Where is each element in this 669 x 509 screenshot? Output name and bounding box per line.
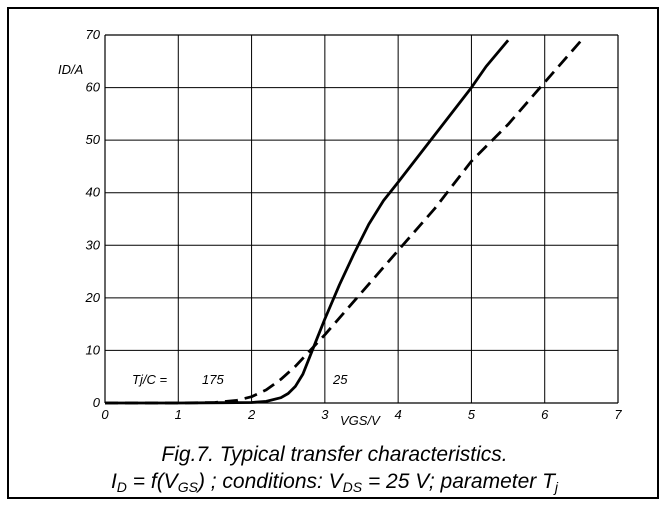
y-tick-label: 0 <box>93 395 101 410</box>
cap-sub-d: D <box>116 479 127 495</box>
x-tick-label: 5 <box>468 407 476 422</box>
y-tick-label: 60 <box>86 80 101 95</box>
chart-grid <box>104 34 619 404</box>
y-tick-label: 50 <box>86 132 101 147</box>
y-tick-label: 10 <box>86 342 101 357</box>
series-line-175 <box>105 39 583 405</box>
x-tick-label: 2 <box>247 407 256 422</box>
y-tick-label: 30 <box>86 237 101 252</box>
cap-sub-ds: DS <box>342 479 363 495</box>
cap-eq: = f(V <box>126 470 178 493</box>
series-line-25 <box>105 39 510 405</box>
x-tick-label: 0 <box>101 407 109 422</box>
cap-val: = 25 V; parameter T <box>362 470 555 493</box>
cap-sub-gs: GS <box>177 479 198 495</box>
annotation-175: 175 <box>202 372 224 387</box>
cap-i: I <box>110 470 117 493</box>
annotation-param: Tj/C = <box>132 372 167 387</box>
caption-line-1: Fig.7. Typical transfer characteristics. <box>161 443 508 466</box>
y-tick-label: 40 <box>86 185 101 200</box>
x-tick-label: 4 <box>395 407 402 422</box>
x-tick-label: 1 <box>175 407 182 422</box>
x-tick-label: 7 <box>614 407 622 422</box>
cap-sub-j: j <box>554 479 559 495</box>
y-axis-label: ID/A <box>58 62 83 77</box>
annotation-25: 25 <box>332 372 348 387</box>
y-tick-label: 70 <box>86 27 101 42</box>
series-group <box>105 39 583 405</box>
figure-frame <box>7 7 659 499</box>
y-tick-label: 20 <box>85 290 101 305</box>
x-tick-label: 6 <box>541 407 549 422</box>
x-axis-label: VGS/V <box>340 413 381 428</box>
caption-line-2: ID = f(VGS) ; conditions: VDS = 25 V; pa… <box>0 470 669 494</box>
cap-cond: ) ; conditions: V <box>197 470 343 493</box>
x-tick-label: 3 <box>321 407 329 422</box>
